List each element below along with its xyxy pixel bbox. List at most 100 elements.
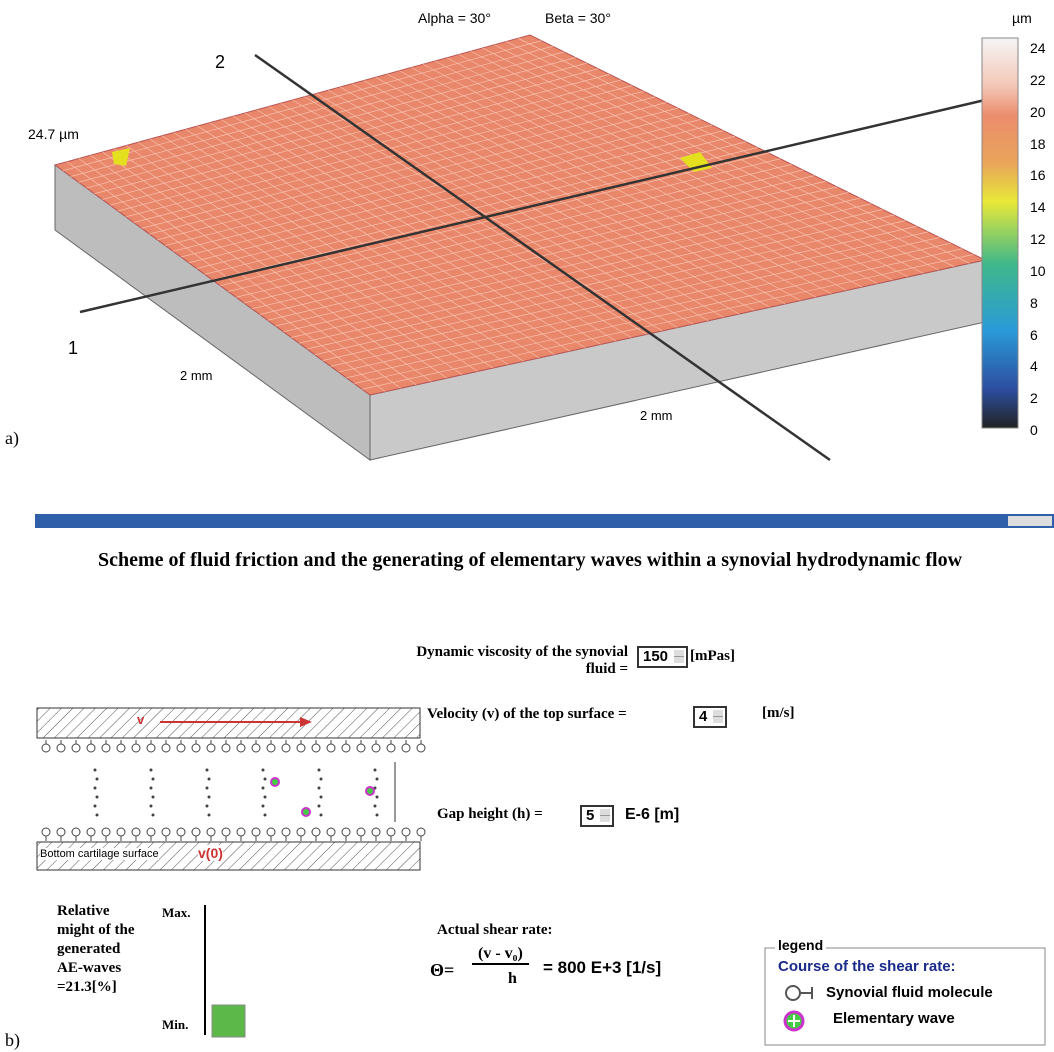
- shape: [176, 827, 186, 837]
- shape: [373, 804, 377, 808]
- might-label: Relative might of the generated AE-waves…: [57, 903, 135, 995]
- shape: [416, 827, 426, 837]
- shape: [458, 54, 893, 281]
- shape: [306, 214, 895, 350]
- shape: [191, 827, 201, 837]
- shape: [95, 795, 99, 799]
- shape: [228, 158, 781, 292]
- shape: [207, 777, 211, 781]
- shape: [351, 83, 755, 311]
- height-label: 24.7 µm: [28, 126, 79, 142]
- shape: [296, 827, 306, 837]
- shape: [326, 743, 336, 753]
- shape: [387, 73, 801, 301]
- shape: [205, 768, 209, 772]
- shape: [319, 813, 323, 817]
- spinbox[interactable]: 150: [637, 646, 689, 668]
- shape: [354, 248, 963, 384]
- shape: [283, 197, 860, 333]
- shape: [275, 192, 849, 327]
- shape: [146, 827, 156, 837]
- unit: [mPas]: [690, 648, 735, 664]
- colorbar-tick: 6: [1030, 326, 1038, 343]
- unit: E-6 [m]: [625, 806, 680, 823]
- shape: [205, 804, 209, 808]
- panel-label: a): [5, 428, 19, 448]
- shape: [371, 827, 381, 837]
- symbol: Θ=: [430, 960, 455, 980]
- input-label: Gap height (h) =: [437, 806, 543, 822]
- shape: [116, 827, 126, 837]
- shape: [263, 813, 267, 817]
- shape: [176, 743, 186, 753]
- shape: [356, 743, 366, 753]
- label: Actual shear rate:: [437, 922, 553, 938]
- shape: [251, 175, 815, 310]
- axis-label: 1: [68, 338, 79, 358]
- shape: [212, 147, 758, 281]
- shape: [243, 169, 804, 304]
- legend-item: Elementary wave: [833, 1010, 955, 1027]
- shape: [375, 813, 379, 817]
- shape: [146, 743, 156, 753]
- shape: [422, 63, 847, 291]
- shape: [341, 743, 351, 753]
- shape: [266, 743, 276, 753]
- shape: [236, 827, 246, 837]
- shape: [131, 743, 141, 753]
- shape: [261, 768, 265, 772]
- shape: [375, 76, 786, 305]
- shape: [326, 827, 336, 837]
- shape: [236, 743, 246, 753]
- shape: [93, 786, 97, 790]
- shape: [207, 795, 211, 799]
- shape: [259, 180, 826, 315]
- shape: [41, 827, 51, 837]
- spinbox[interactable]: 5: [580, 805, 615, 827]
- spinbox[interactable]: 4: [693, 706, 728, 728]
- shape: [206, 827, 216, 837]
- shape: [411, 67, 832, 295]
- shape: [373, 768, 377, 772]
- input-label: Dynamic viscosity of the synovial fluid …: [416, 644, 628, 677]
- shape: [101, 827, 111, 837]
- shape: [494, 44, 940, 271]
- shape: [95, 813, 99, 817]
- colorbar-tick: 4: [1030, 358, 1038, 375]
- velocity-symbol: v: [137, 712, 145, 727]
- shape: [338, 237, 940, 373]
- shape: [236, 164, 792, 298]
- shape: [506, 41, 955, 268]
- shape: [341, 827, 351, 837]
- view-angle: Beta = 30°: [545, 10, 611, 26]
- velocity-symbol: v(0): [198, 845, 223, 861]
- shape: [56, 827, 66, 837]
- result: = 800 E+3 [1/s]: [543, 958, 662, 977]
- shape: [375, 795, 379, 799]
- colorbar-tick: 20: [1030, 103, 1046, 120]
- shape: [71, 743, 81, 753]
- shape: [206, 743, 216, 753]
- shape: [399, 70, 817, 298]
- shape: [131, 827, 141, 837]
- shape: [386, 743, 396, 753]
- shape: [299, 209, 883, 344]
- input-label: Velocity (v) of the top surface =: [427, 706, 627, 722]
- shape: [56, 743, 66, 753]
- denominator: h: [508, 970, 517, 987]
- shape: [205, 786, 209, 790]
- shape: [220, 152, 769, 287]
- shape: [322, 225, 917, 361]
- shape: [149, 768, 153, 772]
- shape: [375, 777, 379, 781]
- shape: [339, 86, 740, 315]
- legend-item: Synovial fluid molecule: [826, 984, 993, 1001]
- shape: [301, 807, 311, 817]
- surface-label: Bottom cartilage surface: [40, 848, 159, 860]
- unit: µm: [1012, 10, 1032, 26]
- colorbar-tick: 22: [1030, 71, 1046, 88]
- colorbar-tick: 10: [1030, 262, 1046, 279]
- shape: [263, 777, 267, 781]
- shape: [401, 827, 411, 837]
- shape: [517, 37, 970, 264]
